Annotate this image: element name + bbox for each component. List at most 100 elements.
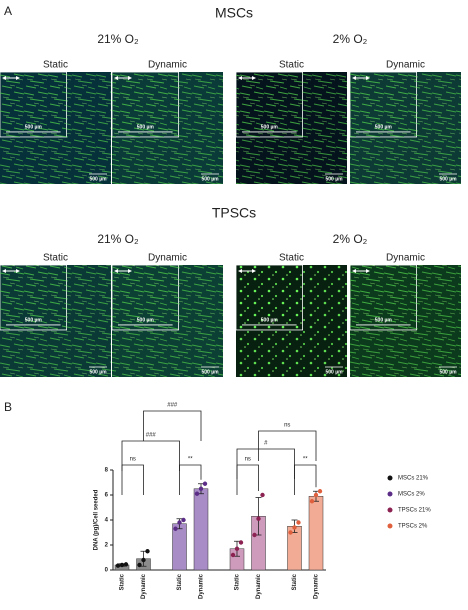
scale-label: 500 µm: [89, 369, 107, 375]
data-point: [137, 562, 142, 568]
data-point: [238, 540, 244, 545]
group-title: MSCs: [215, 5, 253, 21]
image-label: Static: [43, 253, 68, 264]
inset-texture: [236, 265, 303, 330]
significance-label: ###: [146, 433, 157, 439]
significance-bracket: [121, 440, 180, 471]
data-point: [309, 499, 315, 504]
image-label: Dynamic: [386, 60, 425, 71]
scale-label: 500 µm: [325, 369, 343, 375]
legend-label: TPSCs 2%: [398, 524, 428, 530]
significance-bracket: [179, 464, 202, 495]
significance-bracket: [236, 448, 295, 479]
x-tick-label: Dynamic: [199, 573, 205, 599]
legend-label: MSCs 2%: [398, 492, 425, 498]
inset-texture: [236, 72, 303, 137]
data-point: [141, 557, 146, 563]
x-tick-label: Static: [177, 573, 183, 590]
image-label: Static: [43, 60, 68, 71]
data-point: [296, 520, 301, 525]
data-point: [288, 530, 293, 535]
data-point: [252, 532, 257, 538]
scale-label: 500 µm: [325, 176, 343, 182]
data-point: [194, 491, 200, 496]
legend-label: TPSCs 21%: [398, 508, 431, 514]
x-tick-label: Static: [235, 573, 241, 590]
x-tick-label: Dynamic: [256, 573, 262, 599]
data-point: [145, 549, 150, 554]
data-point: [230, 552, 236, 558]
y-tick-label: 4: [105, 518, 109, 524]
significance-label: ns: [284, 423, 290, 429]
image-label: Dynamic: [386, 253, 425, 264]
significance-label: ###: [167, 403, 178, 409]
scale-label: 500 µm: [201, 369, 219, 375]
legend-marker: [387, 491, 393, 497]
significance-bracket: [258, 430, 317, 461]
x-tick-label: Static: [292, 573, 298, 590]
scale-label: 500 µm: [89, 176, 107, 182]
condition-title: 2% O₂: [333, 32, 368, 46]
data-point: [115, 563, 121, 568]
data-point: [234, 546, 240, 551]
image-label: Dynamic: [148, 60, 187, 71]
inset-texture: [112, 265, 179, 330]
data-point: [256, 516, 261, 521]
data-point: [119, 562, 125, 568]
condition-title: 21% O₂: [97, 232, 139, 246]
data-point: [313, 492, 319, 498]
significance-label: #: [264, 441, 268, 447]
panel-label: B: [4, 400, 12, 414]
scale-label: 500 µm: [375, 124, 393, 130]
data-point: [123, 562, 129, 567]
scale-label: 500 µm: [25, 124, 43, 130]
significance-label: **: [303, 457, 308, 463]
scale-label: 500 µm: [375, 317, 393, 323]
legend-marker: [387, 475, 393, 481]
scale-label: 500 µm: [25, 317, 43, 323]
inset-texture: [0, 72, 67, 137]
condition-title: 2% O₂: [333, 232, 368, 246]
y-tick-label: 6: [105, 493, 109, 499]
y-tick-label: 2: [105, 543, 109, 549]
data-point: [181, 517, 186, 523]
image-label: Static: [279, 253, 304, 264]
significance-bracket: [236, 464, 259, 495]
data-point: [198, 486, 204, 491]
bar: [308, 496, 324, 571]
data-point: [177, 520, 182, 525]
x-tick-label: Dynamic: [314, 573, 320, 599]
data-point: [317, 489, 323, 494]
significance-label: ns: [130, 457, 136, 463]
data-point: [292, 525, 297, 530]
y-tick-label: 0: [105, 568, 109, 574]
image-label: Static: [279, 60, 304, 71]
data-point: [202, 481, 208, 486]
significance-label: **: [188, 457, 193, 463]
inset-texture: [350, 265, 417, 330]
bar: [193, 488, 209, 571]
y-axis-label: DNA (pg)/Cell seeded: [94, 489, 100, 550]
x-tick-label: Static: [120, 573, 126, 590]
scale-label: 500 µm: [439, 176, 457, 182]
group-title: TPSCs: [212, 205, 256, 221]
data-point: [260, 492, 265, 498]
scale-label: 500 µm: [261, 317, 279, 323]
scale-label: 500 µm: [137, 317, 155, 323]
scale-label: 500 µm: [439, 369, 457, 375]
data-point: [173, 526, 178, 531]
x-tick-label: Dynamic: [141, 573, 147, 599]
y-tick-label: 8: [105, 468, 109, 474]
scale-label: 500 µm: [137, 124, 155, 130]
significance-bracket: [121, 464, 144, 495]
significance-label: ns: [245, 457, 251, 463]
panel-label: A: [4, 4, 12, 18]
legend-marker: [387, 507, 393, 513]
condition-title: 21% O₂: [97, 32, 139, 46]
scale-label: 500 µm: [201, 176, 219, 182]
image-label: Dynamic: [148, 253, 187, 264]
inset-texture: [112, 72, 179, 137]
scale-label: 500 µm: [261, 124, 279, 130]
inset-texture: [0, 265, 67, 330]
